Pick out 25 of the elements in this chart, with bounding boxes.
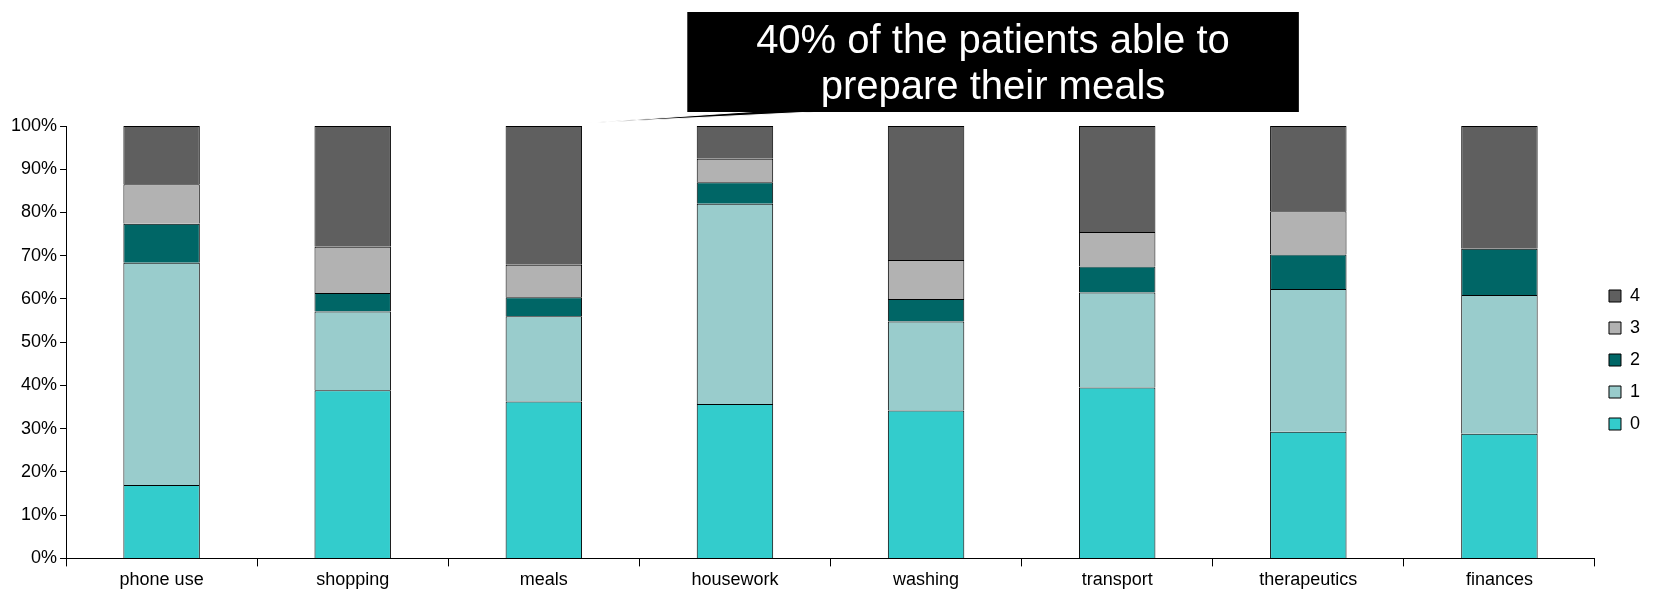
x-tick-label: housework [691,569,780,590]
x-tick-label: washing [892,569,960,590]
y-tick-label: 0% [31,547,58,568]
y-tick-label: 10% [21,504,58,525]
legend-label: 0 [1629,412,1640,433]
y-tick-label: 30% [21,417,58,438]
legend-label: 2 [1629,348,1640,369]
legend-label: 3 [1629,316,1640,337]
x-tick-label: therapeutics [1259,569,1358,590]
y-tick-label: 60% [21,287,58,308]
y-tick-label: 90% [21,158,58,179]
y-tick-label: 50% [21,331,58,352]
y-tick-label: 100% [10,114,58,135]
legend-label: 4 [1629,284,1640,305]
x-tick-label: shopping [316,569,390,590]
x-tick-label: phone use [119,569,204,590]
x-tick-label: meals [519,569,568,590]
y-tick-label: 70% [21,244,58,265]
x-tick-label: transport [1081,569,1153,590]
text: 40% of the patients able to prepare their meals [755,16,1231,108]
y-tick-label: 40% [21,374,58,395]
y-tick-label: 20% [21,460,58,481]
x-tick-label: finances [1465,569,1533,590]
y-tick-label: 80% [21,201,58,222]
legend-label: 1 [1629,380,1640,401]
